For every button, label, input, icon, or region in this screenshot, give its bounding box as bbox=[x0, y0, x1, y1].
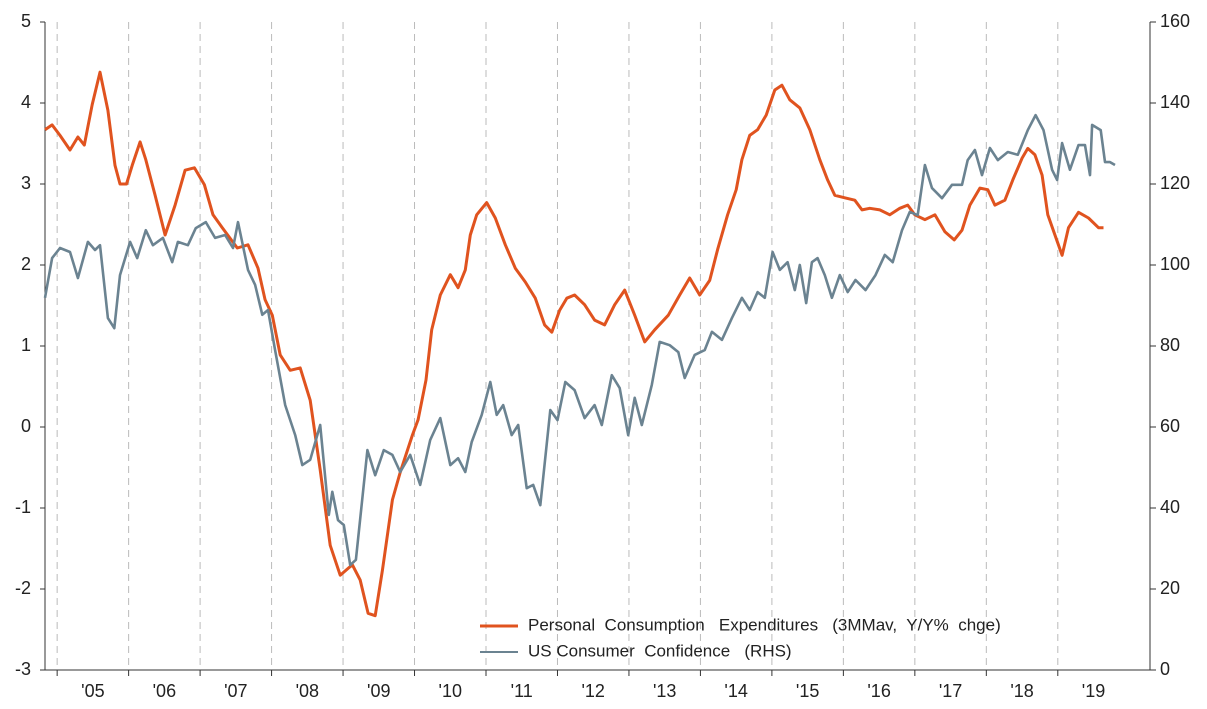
y2-tick-label: 80 bbox=[1160, 335, 1180, 355]
x-tick-label: '12 bbox=[581, 681, 604, 701]
y2-tick-label: 120 bbox=[1160, 173, 1190, 193]
x-tick-label: '10 bbox=[439, 681, 462, 701]
y-tick-label: 1 bbox=[21, 335, 31, 355]
y2-tick-label: 140 bbox=[1160, 92, 1190, 112]
x-tick-label: '13 bbox=[653, 681, 676, 701]
y-tick-label: 4 bbox=[21, 92, 31, 112]
x-tick-label: '09 bbox=[367, 681, 390, 701]
y-tick-label: -2 bbox=[15, 578, 31, 598]
y-tick-label: 2 bbox=[21, 254, 31, 274]
y-tick-label: -1 bbox=[15, 497, 31, 517]
x-tick-label: '16 bbox=[867, 681, 890, 701]
y-tick-label: 5 bbox=[21, 11, 31, 31]
y2-tick-label: 100 bbox=[1160, 254, 1190, 274]
y2-tick-label: 160 bbox=[1160, 11, 1190, 31]
y2-tick-label: 20 bbox=[1160, 578, 1180, 598]
y-tick-label: 0 bbox=[21, 416, 31, 436]
x-tick-label: '19 bbox=[1082, 681, 1105, 701]
legend-label: Personal Consumption Expenditures (3MMav… bbox=[528, 615, 1001, 634]
x-tick-label: '11 bbox=[511, 681, 533, 701]
x-tick-label: '18 bbox=[1010, 681, 1033, 701]
x-tick-label: '06 bbox=[153, 681, 176, 701]
y-tick-label: -3 bbox=[15, 659, 31, 679]
series-line bbox=[43, 113, 1116, 567]
x-tick-label: '15 bbox=[796, 681, 819, 701]
x-tick-label: '05 bbox=[81, 681, 104, 701]
x-tick-label: '07 bbox=[224, 681, 247, 701]
x-tick-label: '08 bbox=[296, 681, 319, 701]
y2-tick-label: 40 bbox=[1160, 497, 1180, 517]
y2-tick-label: 60 bbox=[1160, 416, 1180, 436]
y2-tick-label: 0 bbox=[1160, 659, 1170, 679]
legend-label: US Consumer Confidence (RHS) bbox=[528, 641, 792, 660]
series-line bbox=[44, 70, 1104, 618]
x-tick-label: '17 bbox=[939, 681, 962, 701]
y-tick-label: 3 bbox=[21, 173, 31, 193]
x-tick-label: '14 bbox=[724, 681, 747, 701]
